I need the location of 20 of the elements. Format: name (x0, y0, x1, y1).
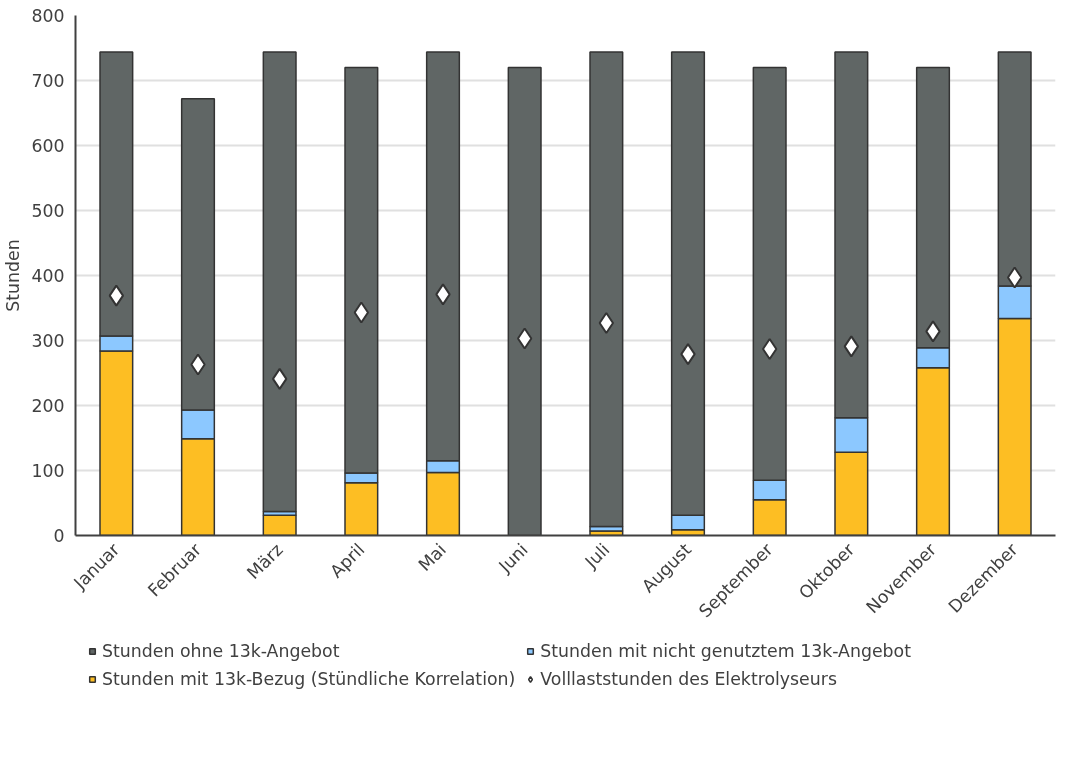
x-tick-label: Juli (580, 539, 614, 573)
bar (262, 514, 297, 536)
y-tick-label: 700 (31, 71, 65, 91)
y-tick-label: 200 (31, 396, 65, 416)
y-tick-label: 100 (31, 461, 65, 481)
y-tick-label: 800 (31, 6, 65, 26)
bar (589, 51, 624, 528)
legend-label: Stunden ohne 13k-Angebot (102, 641, 340, 661)
y-tick-label: 0 (53, 526, 65, 546)
y-tick-label: 600 (31, 136, 65, 156)
bar (262, 51, 297, 513)
legend-label: Volllaststunden des Elektrolyseurs (540, 669, 837, 689)
y-axis-title: Stunden (3, 239, 24, 312)
x-tick-label: Mai (414, 539, 451, 576)
y-tick-label: 400 (31, 266, 65, 286)
legend-label: Stunden mit 13k-Bezug (Stündliche Korrelation) (102, 669, 516, 689)
y-tick-label: 300 (31, 331, 65, 351)
bar (507, 66, 542, 536)
legend-label: Stunden mit nicht genutztem 13k-Angebot (540, 641, 912, 661)
y-tick-label: 500 (31, 201, 65, 221)
